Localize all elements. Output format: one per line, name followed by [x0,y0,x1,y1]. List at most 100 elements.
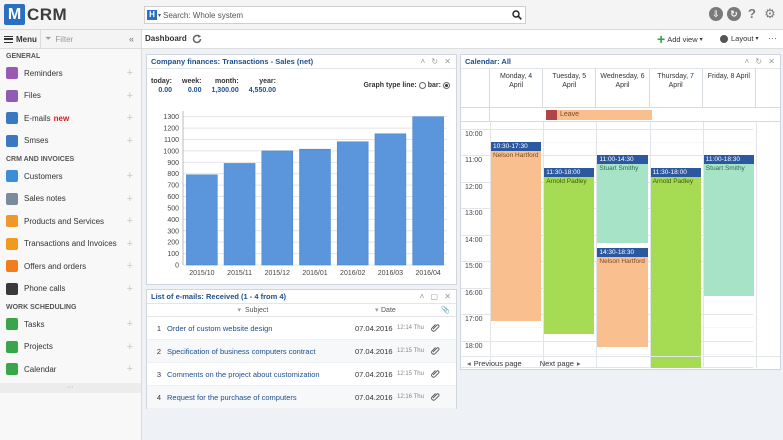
panel-controls[interactable]: ˄ ↻ ✕ [744,57,777,66]
global-search: H ▾ [144,6,526,24]
sidebar-item-label: Transactions and Invoices [24,239,127,248]
y-tick-label: 1100 [164,137,179,144]
next-page-link[interactable]: Next page [539,358,574,368]
attachment-icon[interactable] [431,323,440,334]
settings-icon[interactable]: ⚙ [764,6,776,21]
sidebar-item-label: E-mails new [24,114,127,123]
email-subject[interactable]: Order of custom website design [167,323,273,333]
label-text: Calendar [24,364,57,374]
sidebar-item-transactions-and-invoices[interactable]: Transactions and Invoices + [0,233,141,256]
add-icon[interactable]: + [126,67,133,80]
calendar-event[interactable]: 11:30-18:00 Arnold Padley [650,168,701,368]
sidebar-item-offers-and-orders[interactable]: Offers and orders + [0,255,141,278]
sidebar-item-customers[interactable]: Customers + [0,165,141,188]
calendar-event[interactable]: 14:30-18:30 Nelson Hartford [597,247,648,348]
sidebar-item-products-and-services[interactable]: Products and Services + [0,210,141,233]
calendar-event[interactable]: 10:30-17:30 Nelson Hartford [491,141,542,321]
more-options-button[interactable]: ··· [768,33,777,43]
bar-radio[interactable] [443,82,450,89]
attachment-icon[interactable] [431,369,440,380]
sidebar-item-files[interactable]: Files + [0,85,141,108]
search-input[interactable] [163,8,509,22]
add-icon[interactable]: + [126,237,133,250]
calendar-event[interactable]: 11:00-18:30 Stuart Smithy [703,155,754,296]
filter-placeholder: Filter [55,34,74,44]
add-icon[interactable]: + [126,192,133,205]
customers-icon [6,170,18,183]
sidebar-item-smses[interactable]: Smses + [0,130,141,153]
calendar-day-header[interactable]: Wednesday, 6 April [596,69,650,107]
sidebar-item-tasks[interactable]: Tasks + [0,313,141,336]
hour-label: 13:00 [465,210,483,218]
calendar-day-header[interactable]: Friday, 8 April [703,69,756,107]
calendar-grid[interactable]: 10:00 11:00 12:00 13:00 14:00 15:00 16:00 17:00… [461,122,780,368]
add-icon[interactable]: + [126,89,133,102]
collapse-sidebar-icon[interactable]: « [129,34,135,44]
emails-panel-header: List of e-mails: Received (1 - 4 from 4)… [147,290,456,304]
sidebar-filter[interactable]: ⏷ Filter [40,29,129,49]
email-subject[interactable]: Request for the purchase of computers [167,392,297,402]
download-icon[interactable]: ⇩ [709,7,723,21]
search-scope-dropdown[interactable]: H ▾ [145,7,163,23]
email-row[interactable]: 3 Comments on the project about customiza… [147,363,456,386]
calendar-day-header[interactable]: Thursday, 7 April [650,69,703,107]
sidebar-item-label: Phone calls [24,284,127,293]
calendar-event[interactable]: 11:30-18:00 Arnold Padley [544,168,595,334]
leave-event[interactable]: Leave [546,110,652,120]
menu-button[interactable]: Menu [0,35,40,44]
col-date[interactable]: Date [381,306,396,314]
sidebar-item-label: Calendar [24,365,127,374]
line-radio[interactable] [418,82,426,89]
add-icon[interactable]: + [126,340,133,353]
sidebar-item-calendar[interactable]: Calendar + [0,358,141,381]
refresh-circle-icon[interactable]: ↻ [727,7,741,21]
sidebar-item-sales-notes[interactable]: Sales notes + [0,188,141,211]
search-button[interactable] [509,7,525,23]
add-icon[interactable]: + [126,363,133,376]
email-subject[interactable]: Specification of business computers cont… [167,346,316,356]
calendar-day-header[interactable]: Tuesday, 5 April [543,69,597,107]
tab-dashboard[interactable]: Dashboard [145,34,187,43]
sidebar-section-title: WORK SCHEDULING [6,304,77,311]
attachment-icon[interactable] [431,346,440,357]
day-column-divider [702,122,704,368]
view-tabbar: Dashboard + Add view ▾ Layout ▾ ··· [142,30,783,49]
add-icon[interactable]: + [126,215,133,228]
add-icon[interactable]: + [126,318,133,331]
hour-gridline [461,128,753,130]
layout-icon [720,34,728,43]
email-row[interactable]: 4 Request for the purchase of computers 07… [147,386,456,409]
app-logo[interactable]: M CRM [4,4,67,25]
col-subject[interactable]: Subject [245,306,269,314]
email-row[interactable]: 1 Order of custom website design 07.04.201… [147,317,456,340]
sidebar-item-projects[interactable]: Projects + [0,336,141,359]
sidebar-item-reminders[interactable]: Reminders + [0,62,141,85]
layout-button[interactable]: Layout ▾ [720,34,759,43]
email-subject[interactable]: Comments on the project about customizat… [167,369,320,379]
calendar-event[interactable]: 11:00-14:30 Stuart Smithy [597,155,648,243]
y-tick-label: 1000 [163,148,179,155]
add-icon[interactable]: + [126,134,133,147]
email-row[interactable]: 2 Specification of business computers con… [147,340,456,363]
calendar-day-header[interactable]: Monday, 4 April [490,69,544,107]
stat-label: year: [259,78,276,85]
help-icon[interactable]: ? [748,6,756,21]
chevron-right-icon: ▸ [576,358,581,368]
add-icon[interactable]: + [126,112,133,125]
emails-panel: List of e-mails: Received (1 - 4 from 4)… [146,289,457,409]
add-icon[interactable]: + [126,260,133,273]
panel-controls[interactable]: ˄ ▢ ✕ [419,292,453,301]
prev-page-link[interactable]: Previous page [473,358,522,368]
refresh-icon[interactable] [191,33,203,45]
calendar-pagination: ◂ Previous page Next page ▸ [461,356,780,369]
top-bar: M CRM H ▾ ⇩ ↻ ? ⚙ [0,0,783,30]
sidebar-resize-handle[interactable]: ⋯ [0,382,141,393]
sidebar-item-phone-calls[interactable]: Phone calls + [0,278,141,301]
sidebar-item-e-mails[interactable]: E-mails new + [0,107,141,130]
panel-controls[interactable]: ˄ ↻ ✕ [420,57,453,66]
chevron-left-icon: ◂ [467,358,471,368]
add-icon[interactable]: + [126,170,133,183]
add-view-button[interactable]: + Add view ▾ [657,32,703,46]
attachment-icon[interactable] [431,392,440,403]
add-icon[interactable]: + [126,282,133,295]
